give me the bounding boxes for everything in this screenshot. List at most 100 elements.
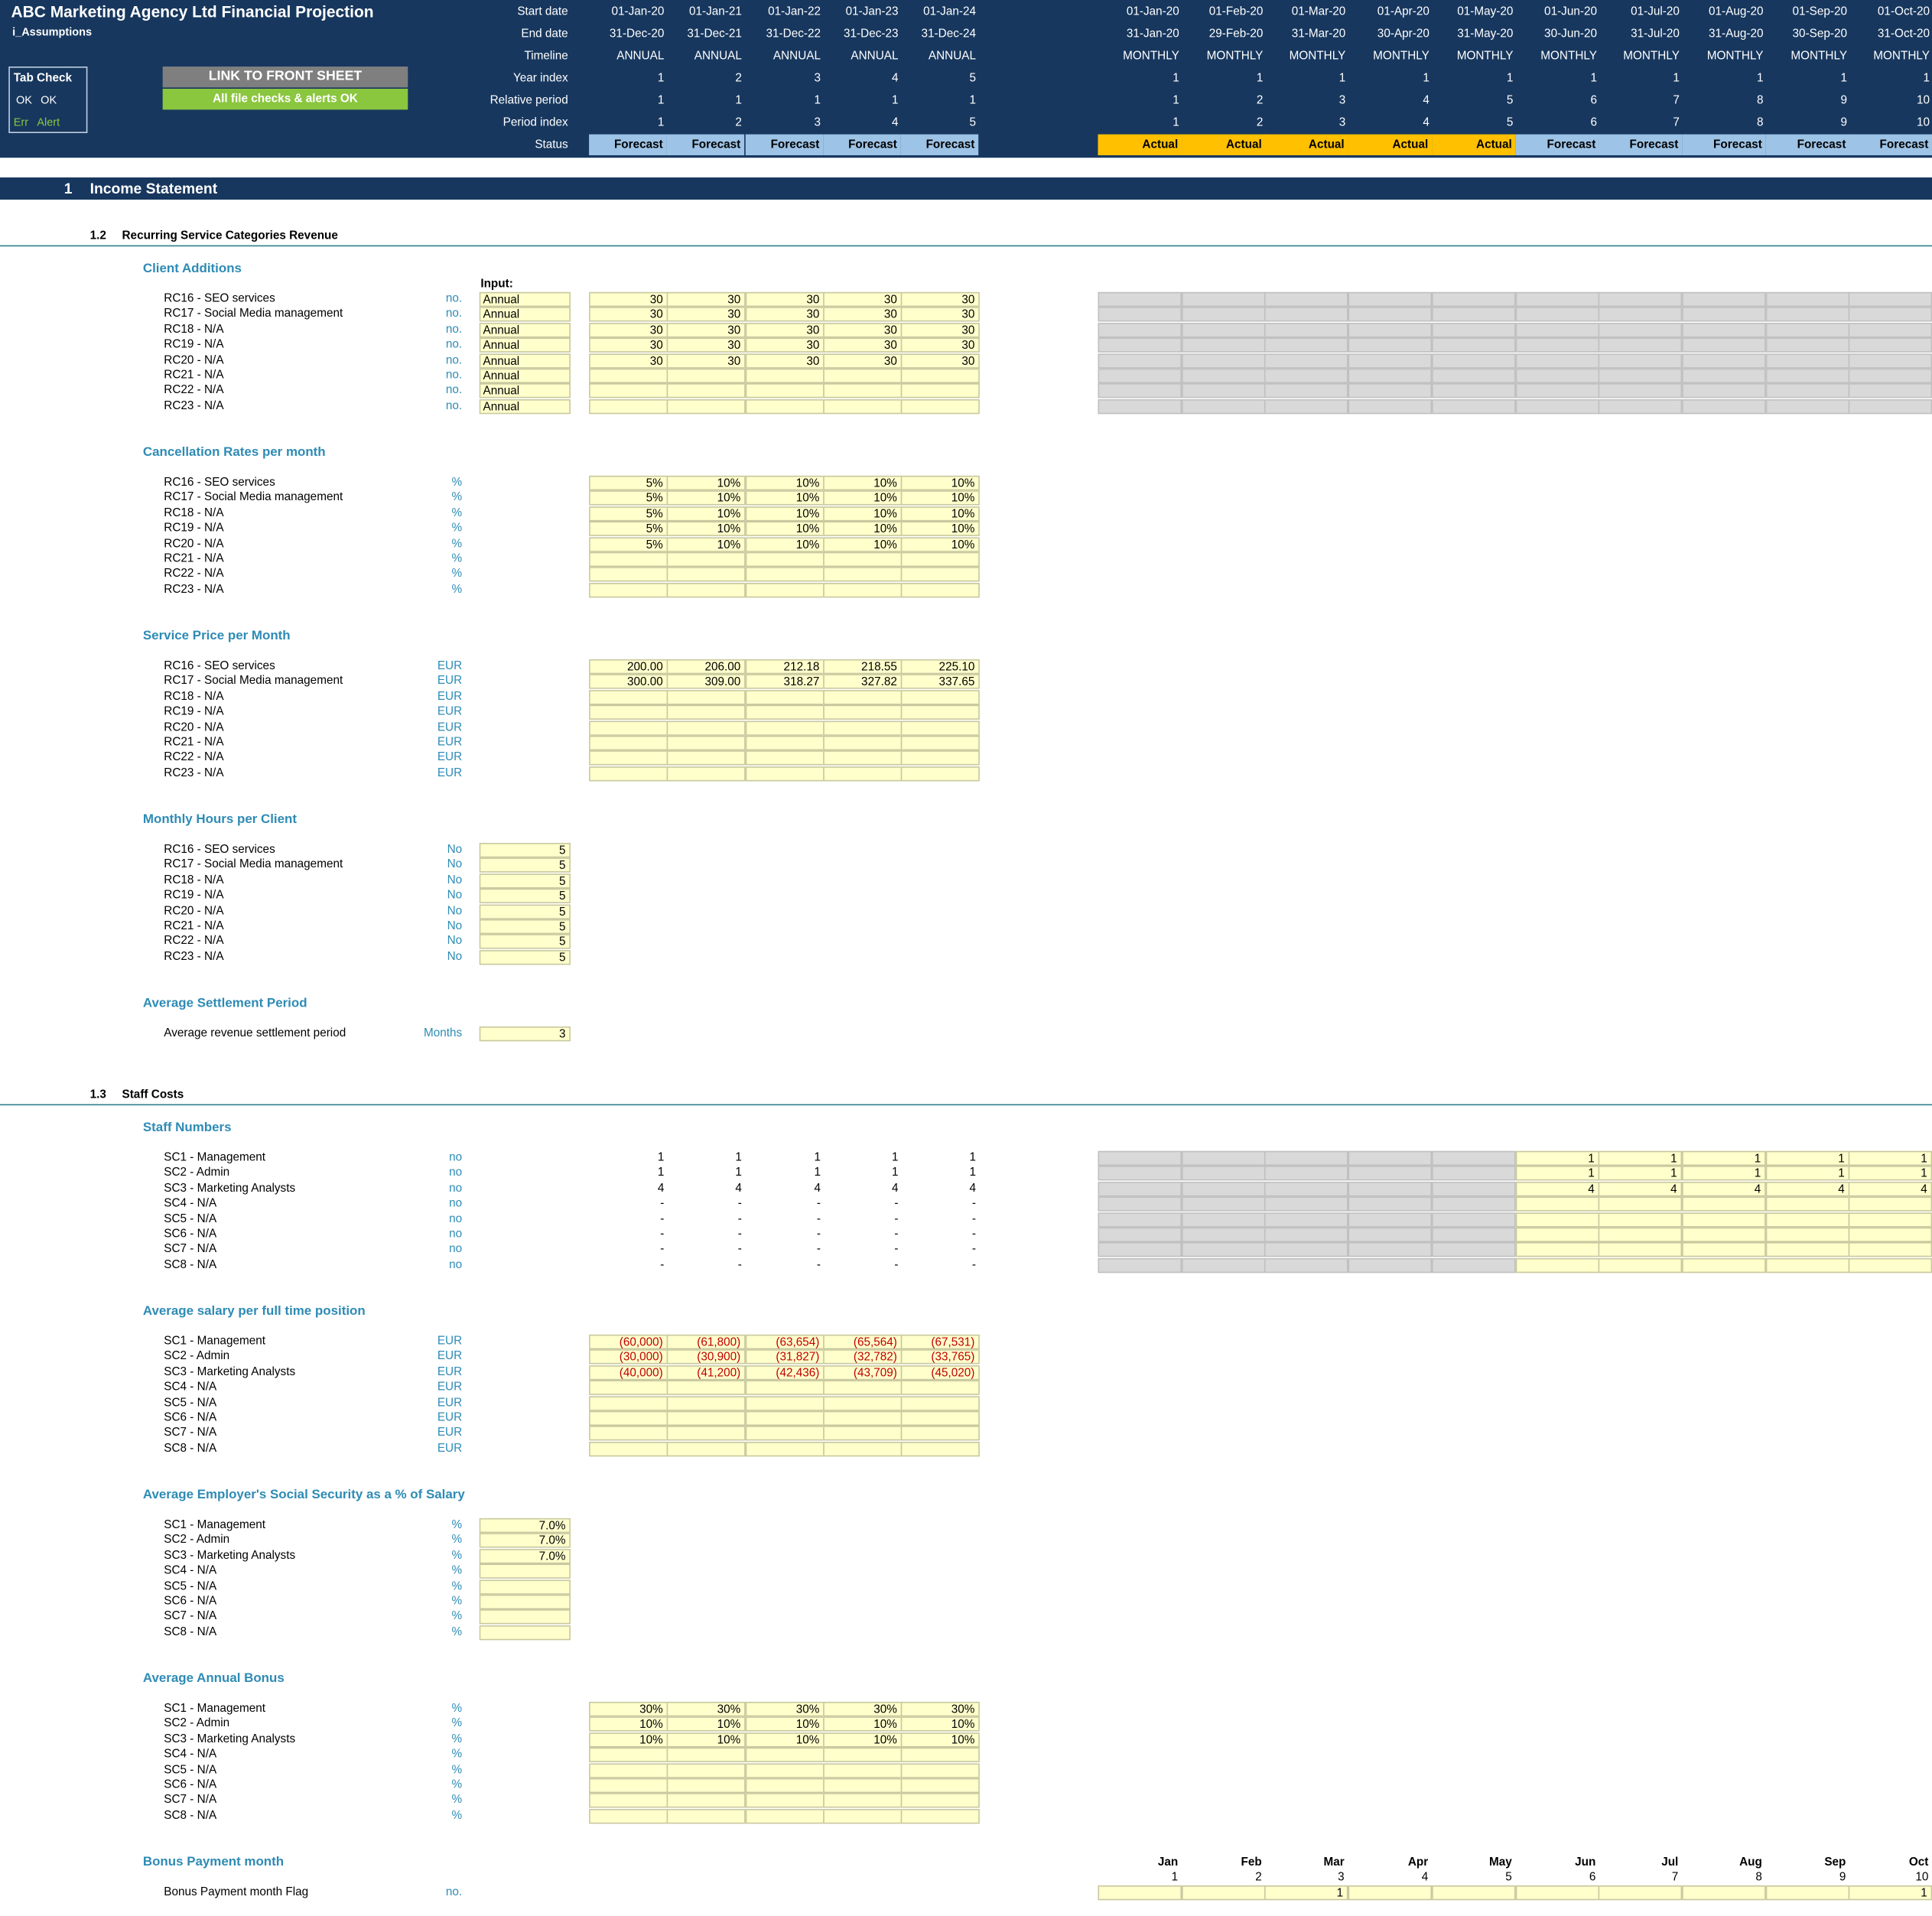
bonus-flag-cell[interactable]	[1348, 1885, 1433, 1901]
annual-value-cell[interactable]	[589, 383, 668, 399]
annual-value-cell[interactable]: 30	[823, 322, 903, 338]
annual-value-cell[interactable]	[823, 704, 903, 721]
annual-value-cell[interactable]	[589, 551, 668, 568]
bonus-flag-cell[interactable]	[1432, 1885, 1516, 1901]
annual-value-cell[interactable]	[900, 1441, 980, 1456]
input-type-cell[interactable]: Annual	[479, 307, 571, 323]
annual-value-cell[interactable]: 10%	[823, 536, 903, 552]
annual-value-cell[interactable]: 5%	[589, 536, 668, 552]
annual-value-cell[interactable]	[745, 1747, 825, 1763]
annual-value-cell[interactable]	[666, 766, 746, 782]
annual-value-cell[interactable]	[823, 1747, 903, 1763]
annual-value-cell[interactable]: 10%	[745, 506, 825, 522]
value-input-cell[interactable]: 3	[479, 1026, 571, 1042]
monthly-input-cell[interactable]	[1765, 1257, 1850, 1273]
input-type-cell[interactable]: Annual	[479, 398, 571, 415]
annual-value-cell[interactable]	[823, 368, 903, 384]
annual-value-cell[interactable]: 30	[745, 322, 825, 338]
annual-value-cell[interactable]	[589, 1410, 668, 1426]
annual-value-cell[interactable]: 30	[823, 337, 903, 353]
annual-value-cell[interactable]: 10%	[745, 1732, 825, 1748]
bonus-flag-cell[interactable]	[1098, 1885, 1182, 1901]
annual-value-cell[interactable]	[745, 1778, 825, 1794]
annual-value-cell[interactable]	[823, 582, 903, 598]
monthly-input-cell[interactable]	[1848, 1227, 1932, 1242]
annual-value-cell[interactable]: 309.00	[666, 674, 746, 690]
annual-value-cell[interactable]: (63,654)	[745, 1334, 825, 1350]
annual-value-cell[interactable]: 30	[589, 353, 668, 369]
annual-value-cell[interactable]: 10%	[666, 506, 746, 522]
bonus-flag-cell[interactable]	[1682, 1885, 1766, 1901]
annual-value-cell[interactable]	[823, 567, 903, 583]
annual-value-cell[interactable]	[666, 1441, 746, 1456]
annual-value-cell[interactable]: 10%	[666, 521, 746, 537]
annual-value-cell[interactable]	[589, 704, 668, 721]
annual-value-cell[interactable]	[589, 368, 668, 384]
monthly-input-cell[interactable]	[1765, 1212, 1850, 1228]
monthly-input-cell[interactable]	[1682, 1212, 1766, 1228]
annual-value-cell[interactable]	[745, 1441, 825, 1456]
annual-value-cell[interactable]	[666, 735, 746, 751]
monthly-input-cell[interactable]: 1	[1848, 1150, 1932, 1166]
annual-value-cell[interactable]	[823, 1395, 903, 1411]
annual-value-cell[interactable]	[666, 1793, 746, 1809]
annual-value-cell[interactable]: 5%	[589, 506, 668, 522]
annual-value-cell[interactable]	[589, 1762, 668, 1778]
annual-value-cell[interactable]	[900, 750, 980, 766]
annual-value-cell[interactable]: 200.00	[589, 659, 668, 675]
annual-value-cell[interactable]: (33,765)	[900, 1349, 980, 1365]
value-input-cell[interactable]: 5	[479, 842, 571, 858]
monthly-input-cell[interactable]	[1682, 1196, 1766, 1212]
annual-value-cell[interactable]	[666, 750, 746, 766]
value-input-cell[interactable]: 5	[479, 903, 571, 919]
annual-value-cell[interactable]	[823, 720, 903, 736]
monthly-input-cell[interactable]	[1682, 1227, 1766, 1242]
bonus-flag-cell[interactable]	[1515, 1885, 1600, 1901]
value-input-cell[interactable]: 7.0%	[479, 1548, 571, 1564]
annual-value-cell[interactable]: 318.27	[745, 674, 825, 690]
value-input-cell[interactable]: 5	[479, 949, 571, 965]
annual-value-cell[interactable]: 10%	[900, 521, 980, 537]
annual-value-cell[interactable]: 30	[745, 337, 825, 353]
annual-value-cell[interactable]: 30	[745, 353, 825, 369]
annual-value-cell[interactable]: 30	[745, 291, 825, 307]
monthly-input-cell[interactable]	[1598, 1257, 1683, 1273]
monthly-input-cell[interactable]: 4	[1515, 1181, 1600, 1197]
annual-value-cell[interactable]: 10%	[900, 536, 980, 552]
annual-value-cell[interactable]	[823, 1441, 903, 1456]
monthly-input-cell[interactable]	[1515, 1257, 1600, 1273]
value-input-cell[interactable]	[479, 1563, 571, 1579]
annual-value-cell[interactable]	[900, 551, 980, 568]
annual-value-cell[interactable]: 10%	[666, 1716, 746, 1732]
annual-value-cell[interactable]: 10%	[745, 1716, 825, 1732]
annual-value-cell[interactable]	[900, 368, 980, 384]
annual-value-cell[interactable]	[589, 1793, 668, 1809]
monthly-input-cell[interactable]	[1848, 1242, 1932, 1257]
annual-value-cell[interactable]	[666, 567, 746, 583]
monthly-input-cell[interactable]: 1	[1848, 1166, 1932, 1182]
monthly-input-cell[interactable]	[1848, 1212, 1932, 1228]
annual-value-cell[interactable]	[666, 1778, 746, 1794]
value-input-cell[interactable]	[479, 1609, 571, 1625]
annual-value-cell[interactable]	[745, 720, 825, 736]
monthly-input-cell[interactable]	[1848, 1257, 1932, 1273]
monthly-input-cell[interactable]	[1848, 1196, 1932, 1212]
annual-value-cell[interactable]: 10%	[823, 1732, 903, 1748]
annual-value-cell[interactable]: 30%	[589, 1701, 668, 1717]
annual-value-cell[interactable]	[666, 1380, 746, 1396]
annual-value-cell[interactable]: 10%	[589, 1732, 668, 1748]
annual-value-cell[interactable]: 5%	[589, 521, 668, 537]
annual-value-cell[interactable]	[900, 766, 980, 782]
annual-value-cell[interactable]	[823, 735, 903, 751]
annual-value-cell[interactable]: 10%	[666, 490, 746, 506]
input-type-cell[interactable]: Annual	[479, 383, 571, 399]
annual-value-cell[interactable]	[666, 1808, 746, 1824]
annual-value-cell[interactable]: 218.55	[823, 659, 903, 675]
annual-value-cell[interactable]: 30%	[823, 1701, 903, 1717]
annual-value-cell[interactable]: 327.82	[823, 674, 903, 690]
annual-value-cell[interactable]	[745, 551, 825, 568]
value-input-cell[interactable]: 5	[479, 873, 571, 889]
bonus-flag-cell[interactable]: 1	[1264, 1885, 1348, 1901]
annual-value-cell[interactable]: 337.65	[900, 674, 980, 690]
annual-value-cell[interactable]	[823, 398, 903, 415]
